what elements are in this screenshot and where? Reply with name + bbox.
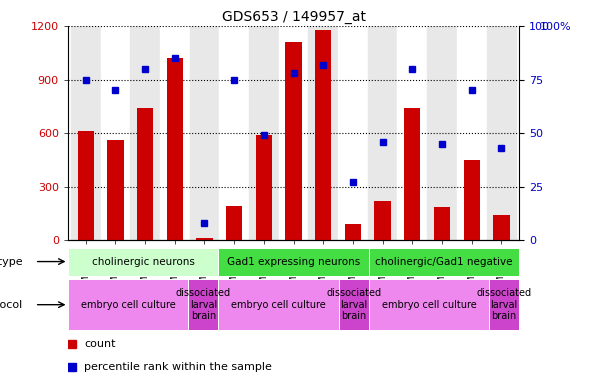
Bar <box>188 279 218 330</box>
Bar <box>375 201 391 240</box>
Text: cholinergic neurons: cholinergic neurons <box>91 256 195 267</box>
Bar <box>404 108 421 240</box>
Text: protocol: protocol <box>0 300 23 310</box>
Bar <box>487 26 516 240</box>
Title: GDS653 / 149957_at: GDS653 / 149957_at <box>221 10 366 24</box>
Bar <box>218 248 369 276</box>
Bar <box>369 279 489 330</box>
Bar <box>457 26 487 240</box>
Y-axis label: 100%: 100% <box>539 22 571 32</box>
Text: cholinergic/Gad1 negative: cholinergic/Gad1 negative <box>375 256 513 267</box>
Bar <box>107 140 123 240</box>
Bar <box>255 135 272 240</box>
Bar <box>398 26 427 240</box>
Bar <box>493 215 510 240</box>
Bar <box>427 26 457 240</box>
Bar <box>100 26 130 240</box>
Text: percentile rank within the sample: percentile rank within the sample <box>84 362 272 372</box>
Bar <box>464 160 480 240</box>
Text: dissociated
larval
brain: dissociated larval brain <box>176 288 231 321</box>
Bar <box>369 248 519 276</box>
Text: embryo cell culture: embryo cell culture <box>382 300 476 310</box>
Text: dissociated
larval
brain: dissociated larval brain <box>326 288 381 321</box>
Bar <box>196 238 212 240</box>
Bar <box>68 279 188 330</box>
Bar <box>219 26 249 240</box>
Bar <box>286 42 301 240</box>
Bar <box>278 26 309 240</box>
Bar <box>338 26 368 240</box>
Text: count: count <box>84 339 116 349</box>
Bar <box>226 206 242 240</box>
Bar <box>160 26 189 240</box>
Bar <box>315 30 332 240</box>
Bar <box>166 58 183 240</box>
Bar <box>71 26 100 240</box>
Text: dissociated
larval
brain: dissociated larval brain <box>477 288 532 321</box>
Bar <box>130 26 160 240</box>
Bar <box>489 279 519 330</box>
Bar <box>189 26 219 240</box>
Bar <box>249 26 278 240</box>
Text: embryo cell culture: embryo cell culture <box>231 300 326 310</box>
Bar <box>218 279 339 330</box>
Text: cell type: cell type <box>0 256 23 267</box>
Text: Gad1 expressing neurons: Gad1 expressing neurons <box>227 256 360 267</box>
Bar <box>345 224 361 240</box>
Bar <box>68 248 218 276</box>
Bar <box>434 207 450 240</box>
Bar <box>368 26 398 240</box>
Bar <box>339 279 369 330</box>
Text: embryo cell culture: embryo cell culture <box>81 300 175 310</box>
Bar <box>77 131 94 240</box>
Bar <box>137 108 153 240</box>
Bar <box>309 26 338 240</box>
